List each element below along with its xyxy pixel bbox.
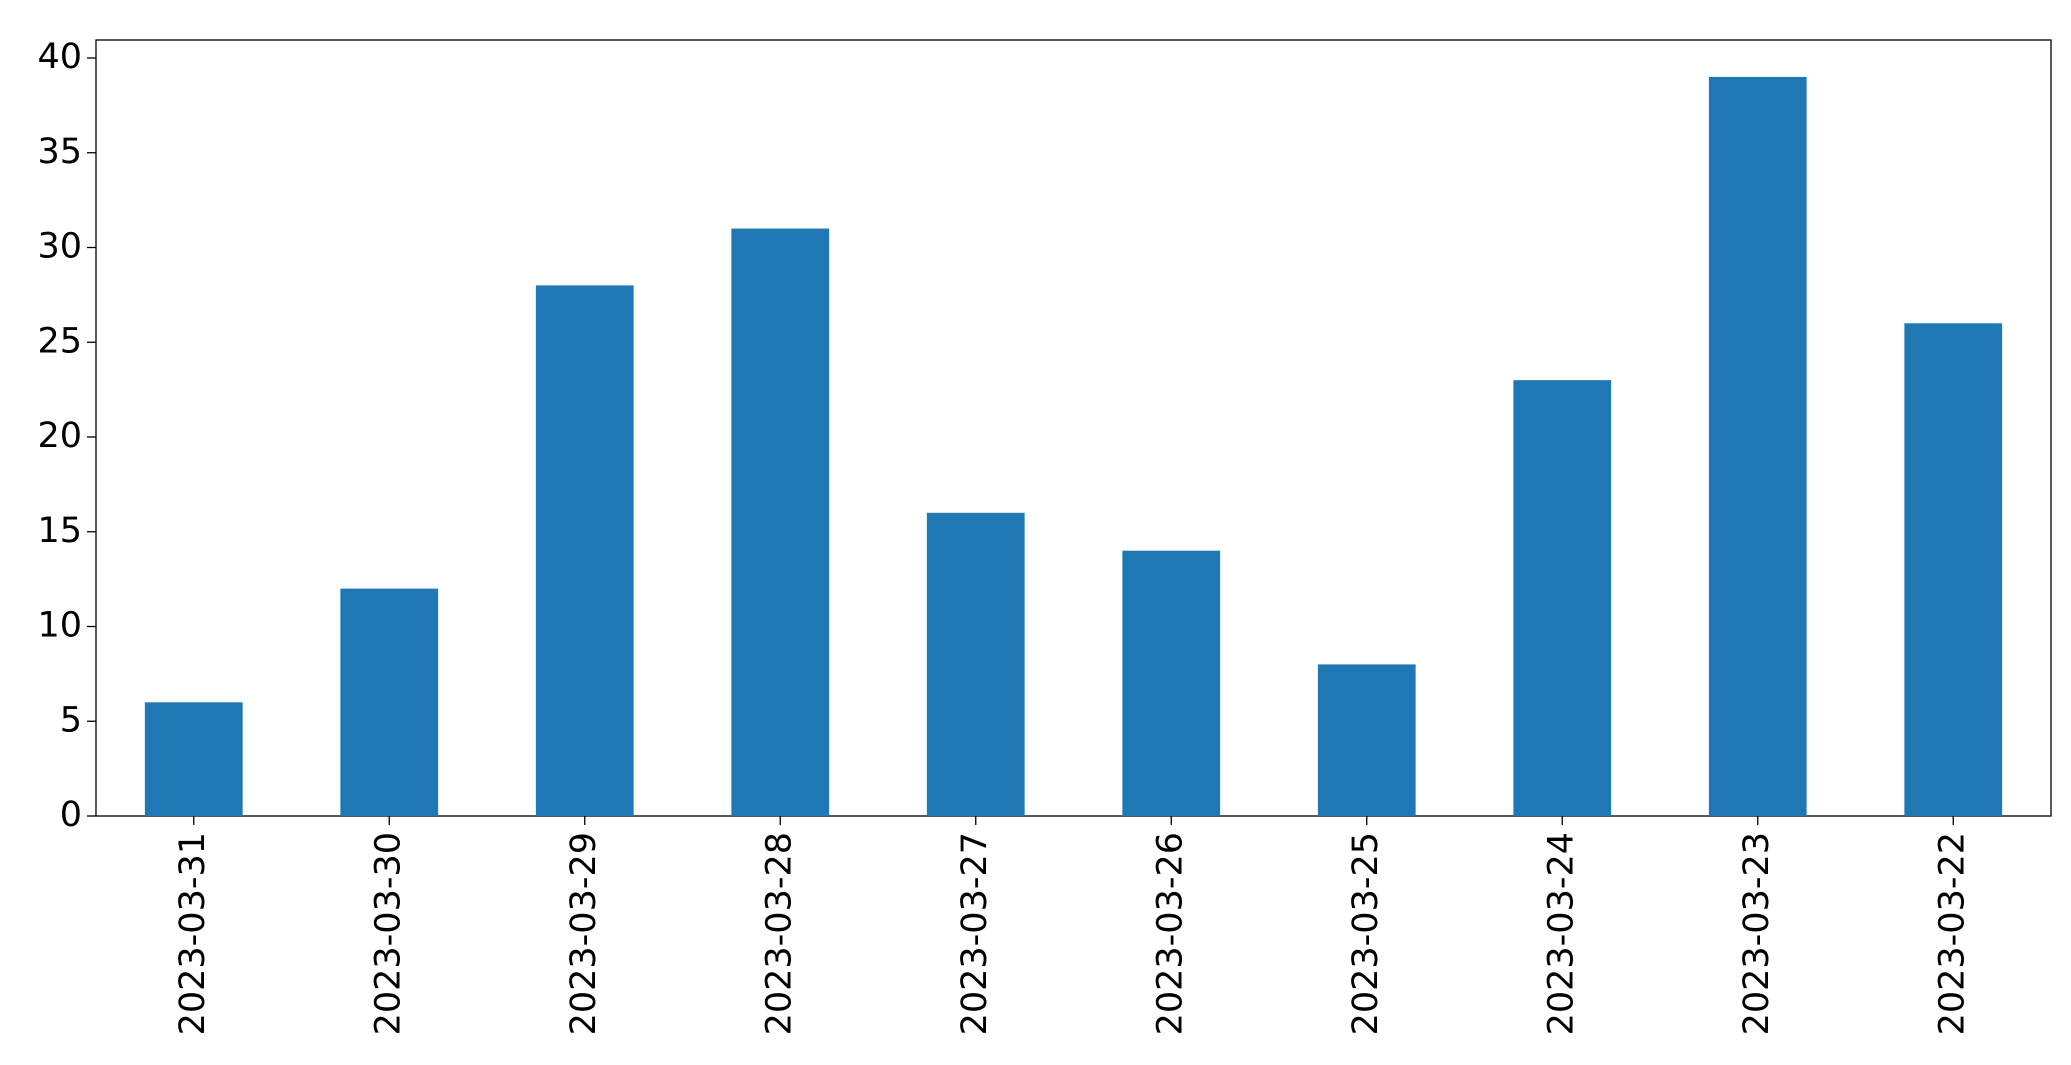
y-tick-label: 20 bbox=[37, 416, 82, 456]
y-tick-label: 25 bbox=[37, 321, 82, 361]
y-tick-label: 15 bbox=[37, 511, 82, 551]
x-tick-label: 2023-03-25 bbox=[1346, 832, 1386, 1035]
bar bbox=[1317, 664, 1416, 816]
x-tick-label: 2023-03-24 bbox=[1541, 832, 1581, 1035]
bar bbox=[1122, 550, 1221, 816]
bar bbox=[731, 228, 830, 817]
plot-frame bbox=[95, 39, 2052, 817]
y-tick-label: 5 bbox=[60, 700, 82, 740]
y-tick-label: 10 bbox=[37, 606, 82, 646]
bar bbox=[535, 285, 634, 816]
bar bbox=[340, 588, 439, 816]
y-tick-label: 30 bbox=[37, 227, 82, 267]
bar bbox=[1904, 323, 2003, 816]
y-tick-label: 0 bbox=[60, 795, 82, 835]
x-tick-label: 2023-03-28 bbox=[759, 832, 799, 1035]
bar bbox=[1513, 380, 1612, 816]
x-tick-label: 2023-03-26 bbox=[1150, 832, 1190, 1035]
bar bbox=[144, 702, 243, 816]
x-tick-label: 2023-03-30 bbox=[368, 832, 408, 1035]
bar bbox=[926, 512, 1025, 816]
y-tick-label: 35 bbox=[37, 132, 82, 172]
y-tick-label: 40 bbox=[37, 37, 82, 77]
bar bbox=[1708, 76, 1807, 816]
x-tick-label: 2023-03-22 bbox=[1932, 832, 1972, 1035]
x-tick-label: 2023-03-29 bbox=[564, 832, 604, 1035]
x-tick-label: 2023-03-23 bbox=[1737, 832, 1777, 1035]
x-tick-label: 2023-03-31 bbox=[173, 832, 213, 1035]
x-tick-label: 2023-03-27 bbox=[955, 832, 995, 1035]
